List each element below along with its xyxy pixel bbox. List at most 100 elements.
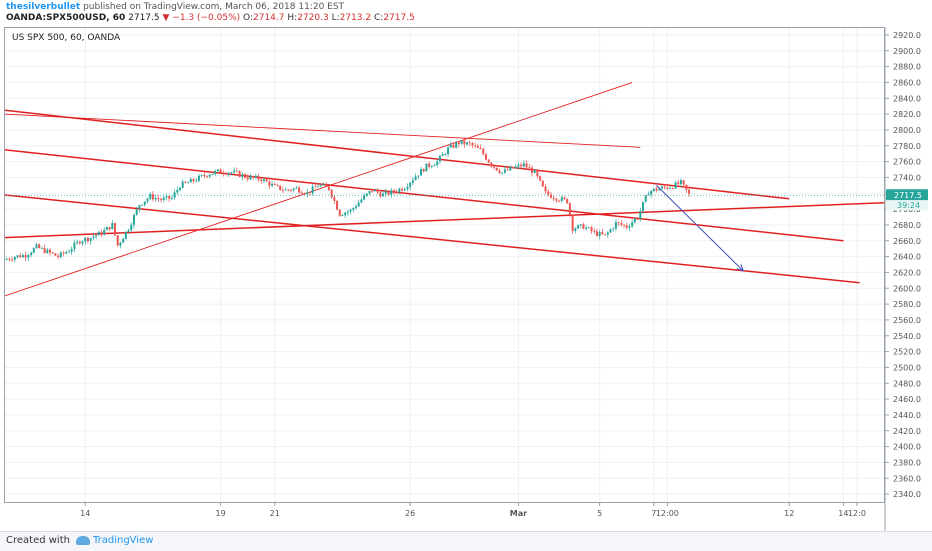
candle-body	[43, 247, 46, 253]
time-axis[interactable]: 14 19 21 26 Mar 5 7 12:00 12 14 12:0	[80, 502, 866, 518]
candle-body	[549, 194, 552, 198]
candle-body	[206, 175, 209, 177]
candle-body	[235, 170, 238, 172]
candle-body	[349, 209, 352, 212]
publish-text: published on TradingView.com, March 06, …	[83, 2, 345, 12]
candle-body	[552, 197, 555, 199]
trendline-layer[interactable]	[4, 81, 885, 297]
candle-body	[371, 191, 374, 192]
candle-body	[184, 181, 187, 183]
candle-body	[652, 188, 655, 192]
trendline[interactable]	[4, 194, 860, 284]
candle-body	[322, 184, 325, 186]
candle-body	[203, 174, 206, 176]
candle-body	[243, 174, 246, 178]
candle-body	[558, 200, 561, 202]
candle-body	[457, 142, 460, 144]
candle-body	[295, 187, 298, 189]
candle-body	[555, 198, 558, 201]
candle-body	[76, 241, 79, 243]
candle-body	[51, 252, 54, 254]
candle-body	[598, 232, 601, 236]
candle-body	[49, 249, 52, 253]
candle-body	[579, 224, 582, 226]
candle-body	[246, 177, 249, 180]
candle-body	[384, 191, 387, 194]
trendline[interactable]	[4, 148, 844, 242]
candle-body	[606, 232, 609, 235]
y-tick-label: 2480.0	[893, 379, 921, 388]
footer-text: Created with TradingView	[6, 535, 153, 546]
candle-body	[604, 234, 607, 236]
low-label: L:	[331, 13, 340, 23]
candle-body	[346, 211, 349, 213]
candle-body	[498, 170, 501, 173]
candle-body	[151, 194, 154, 200]
candle-body	[241, 174, 244, 177]
x-tick-label: 21	[270, 509, 280, 518]
candle-body	[682, 180, 685, 185]
price-axis[interactable]: 2340.0 2360.0 2380.0 2400.0 2420.0 2440.0 2460…	[885, 31, 928, 499]
candle-body	[460, 140, 463, 144]
y-tick-label: 2420.0	[893, 427, 921, 436]
candle-body	[132, 214, 135, 225]
candle-body	[409, 182, 412, 187]
author-link[interactable]: thesilverbullet	[6, 2, 81, 12]
chart-frame[interactable]: 2340.0 2360.0 2380.0 2400.0 2420.0 2440.0 2460…	[4, 27, 928, 531]
candle-body	[57, 255, 60, 258]
x-tick-label: 26	[405, 509, 415, 518]
trendline[interactable]	[4, 113, 641, 148]
y-tick-label: 2440.0	[893, 411, 921, 420]
candle-body	[644, 195, 647, 202]
y-tick-label: 2860.0	[893, 78, 921, 87]
trendline[interactable]	[4, 81, 633, 297]
candle-body	[541, 180, 544, 187]
close-label: C:	[373, 13, 384, 23]
candle-body	[666, 187, 669, 189]
candle-body	[238, 171, 241, 177]
candle-body	[411, 180, 414, 183]
trendline[interactable]	[4, 202, 885, 239]
candle-body	[482, 148, 485, 155]
candle-body	[390, 190, 393, 195]
y-tick-label: 2500.0	[893, 363, 921, 372]
y-tick-label: 2380.0	[893, 458, 921, 467]
y-tick-label: 2340.0	[893, 490, 921, 499]
candle-body	[181, 181, 184, 188]
candle-body	[688, 189, 691, 194]
candle-body	[539, 176, 542, 181]
candle-body	[401, 188, 404, 191]
candle-body	[157, 198, 160, 200]
candle-body	[336, 200, 339, 210]
candle-body	[436, 161, 439, 166]
trendline[interactable]	[4, 109, 790, 200]
candle-body	[571, 215, 574, 231]
candle-body	[225, 173, 228, 175]
projection-arrow[interactable]	[656, 184, 745, 272]
y-tick-label: 2760.0	[893, 158, 921, 167]
candle-body	[268, 181, 271, 186]
candle-body	[449, 144, 452, 148]
candle-body	[24, 255, 27, 258]
candle-body	[211, 173, 214, 175]
tradingview-brand-link[interactable]: TradingView	[92, 535, 154, 546]
candle-body	[441, 154, 444, 156]
candle-body	[636, 218, 639, 220]
arrow-shaft[interactable]	[656, 184, 744, 272]
candle-body	[273, 183, 276, 185]
price-chart[interactable]: 2340.0 2360.0 2380.0 2400.0 2420.0 2440.0 2460…	[4, 27, 928, 531]
arrow-head[interactable]	[736, 264, 745, 272]
candle-body	[114, 223, 117, 236]
candle-body	[219, 169, 222, 173]
y-tick-label: 2540.0	[893, 332, 921, 341]
candle-body	[257, 175, 260, 180]
candle-body	[290, 189, 293, 191]
candle-body	[341, 215, 344, 216]
candle-body	[230, 172, 233, 174]
candle-body	[8, 259, 11, 260]
candle-body	[528, 167, 531, 169]
candle-body	[520, 164, 523, 167]
candle-body	[327, 186, 330, 190]
candle-body	[287, 189, 290, 191]
candle-body	[452, 144, 455, 148]
